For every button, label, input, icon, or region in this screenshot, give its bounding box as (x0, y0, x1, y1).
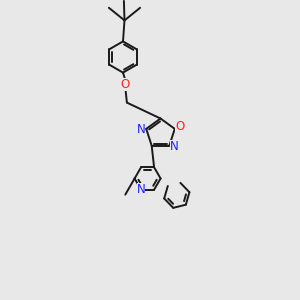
Text: N: N (170, 140, 179, 153)
Text: O: O (175, 120, 184, 133)
Text: N: N (137, 183, 146, 196)
Text: N: N (136, 123, 145, 136)
Text: O: O (121, 77, 130, 91)
